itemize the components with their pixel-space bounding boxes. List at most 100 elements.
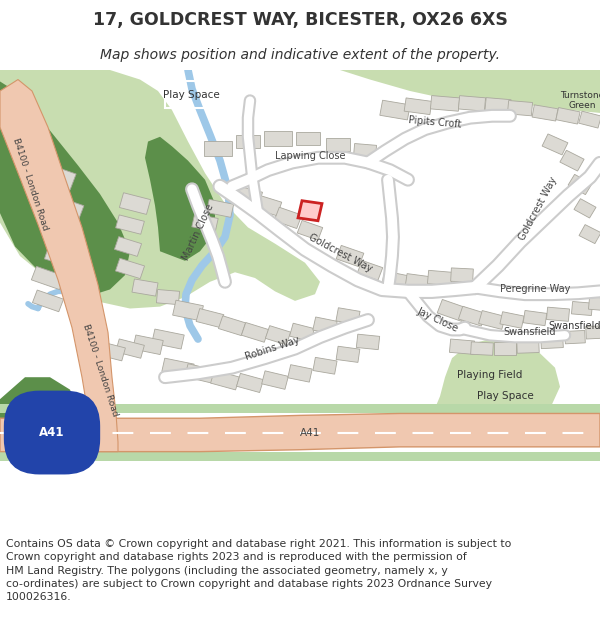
Bar <box>532 105 558 121</box>
Polygon shape <box>0 378 80 442</box>
Polygon shape <box>0 452 600 461</box>
Bar <box>485 98 511 113</box>
Bar <box>571 301 593 316</box>
Bar <box>382 271 408 289</box>
Bar <box>541 335 563 349</box>
Bar <box>479 311 505 329</box>
Bar <box>542 134 568 155</box>
Bar <box>288 364 312 382</box>
Bar <box>353 144 377 159</box>
Bar <box>236 373 263 392</box>
Polygon shape <box>298 201 322 221</box>
Bar <box>313 357 337 374</box>
Bar <box>451 268 473 282</box>
Bar <box>326 138 350 151</box>
Text: Contains OS data © Crown copyright and database right 2021. This information is : Contains OS data © Crown copyright and d… <box>6 539 511 602</box>
Bar <box>458 96 485 111</box>
Bar <box>165 81 217 108</box>
Bar <box>44 246 71 266</box>
Text: Martin Close: Martin Close <box>181 202 215 262</box>
Bar <box>157 289 179 304</box>
Bar <box>430 96 460 111</box>
Bar <box>336 308 360 324</box>
Bar <box>449 339 475 354</box>
Bar <box>206 199 233 217</box>
Polygon shape <box>145 137 215 261</box>
Bar <box>517 340 539 353</box>
Bar <box>589 297 600 311</box>
Text: Swansfield: Swansfield <box>548 321 600 331</box>
Polygon shape <box>0 414 600 452</box>
Text: Turnstone
Green: Turnstone Green <box>560 91 600 111</box>
Polygon shape <box>0 70 320 309</box>
Bar <box>133 335 163 354</box>
Text: Pipits Croft: Pipits Croft <box>408 115 462 130</box>
Bar <box>218 316 245 336</box>
Text: 17, GOLDCREST WAY, BICESTER, OX26 6XS: 17, GOLDCREST WAY, BICESTER, OX26 6XS <box>92 11 508 29</box>
Bar <box>196 309 224 328</box>
Bar <box>162 358 194 377</box>
Text: B4100 - London Road: B4100 - London Road <box>81 323 119 418</box>
Bar <box>47 223 77 246</box>
Bar <box>265 326 290 345</box>
Bar <box>115 258 145 279</box>
Bar <box>116 339 145 358</box>
Text: Peregrine Way: Peregrine Way <box>500 284 570 294</box>
Bar <box>560 150 584 171</box>
Bar <box>336 246 364 267</box>
Bar <box>115 237 142 256</box>
Bar <box>357 261 383 280</box>
Text: Robins Way: Robins Way <box>244 335 301 362</box>
Bar <box>297 221 323 240</box>
Bar <box>494 342 516 355</box>
Text: Play Space: Play Space <box>476 391 533 401</box>
Polygon shape <box>0 81 130 294</box>
Bar <box>380 100 410 120</box>
Bar <box>336 346 360 362</box>
Bar <box>52 197 84 220</box>
Text: Goldcrest Way: Goldcrest Way <box>517 175 559 242</box>
Bar <box>32 290 64 312</box>
Bar <box>262 371 289 389</box>
Bar <box>427 271 452 286</box>
Text: Playing Field: Playing Field <box>457 370 523 380</box>
Bar <box>290 323 314 341</box>
Text: Jay Close: Jay Close <box>416 306 460 334</box>
Text: A41: A41 <box>300 428 320 438</box>
Bar <box>568 174 592 194</box>
Bar <box>40 164 76 190</box>
Bar <box>523 311 547 326</box>
Polygon shape <box>0 404 600 414</box>
Bar <box>233 186 262 206</box>
Polygon shape <box>0 79 118 452</box>
Text: Lapwing Close: Lapwing Close <box>275 151 345 161</box>
Bar <box>264 131 292 146</box>
Bar <box>274 208 302 229</box>
Bar <box>192 214 218 232</box>
Polygon shape <box>430 339 560 442</box>
Bar <box>211 370 239 390</box>
Text: B4100 - London Road: B4100 - London Road <box>11 137 49 232</box>
Bar <box>204 141 232 156</box>
Bar <box>574 199 596 218</box>
Bar <box>586 326 600 339</box>
Text: Map shows position and indicative extent of the property.: Map shows position and indicative extent… <box>100 48 500 62</box>
Bar <box>236 135 260 148</box>
Bar <box>152 329 184 349</box>
Bar <box>470 342 493 356</box>
Bar <box>579 224 600 244</box>
Bar <box>185 364 215 383</box>
Bar <box>98 342 125 361</box>
Bar <box>404 98 432 114</box>
Polygon shape <box>340 70 600 113</box>
Bar <box>254 195 282 216</box>
Bar <box>173 300 203 321</box>
Bar <box>132 279 158 296</box>
Bar <box>547 307 569 321</box>
Bar <box>116 215 145 234</box>
Bar <box>241 322 269 342</box>
Text: A41: A41 <box>39 426 65 439</box>
Text: Play Space: Play Space <box>163 90 220 100</box>
Bar <box>296 132 320 146</box>
Bar <box>313 317 337 334</box>
